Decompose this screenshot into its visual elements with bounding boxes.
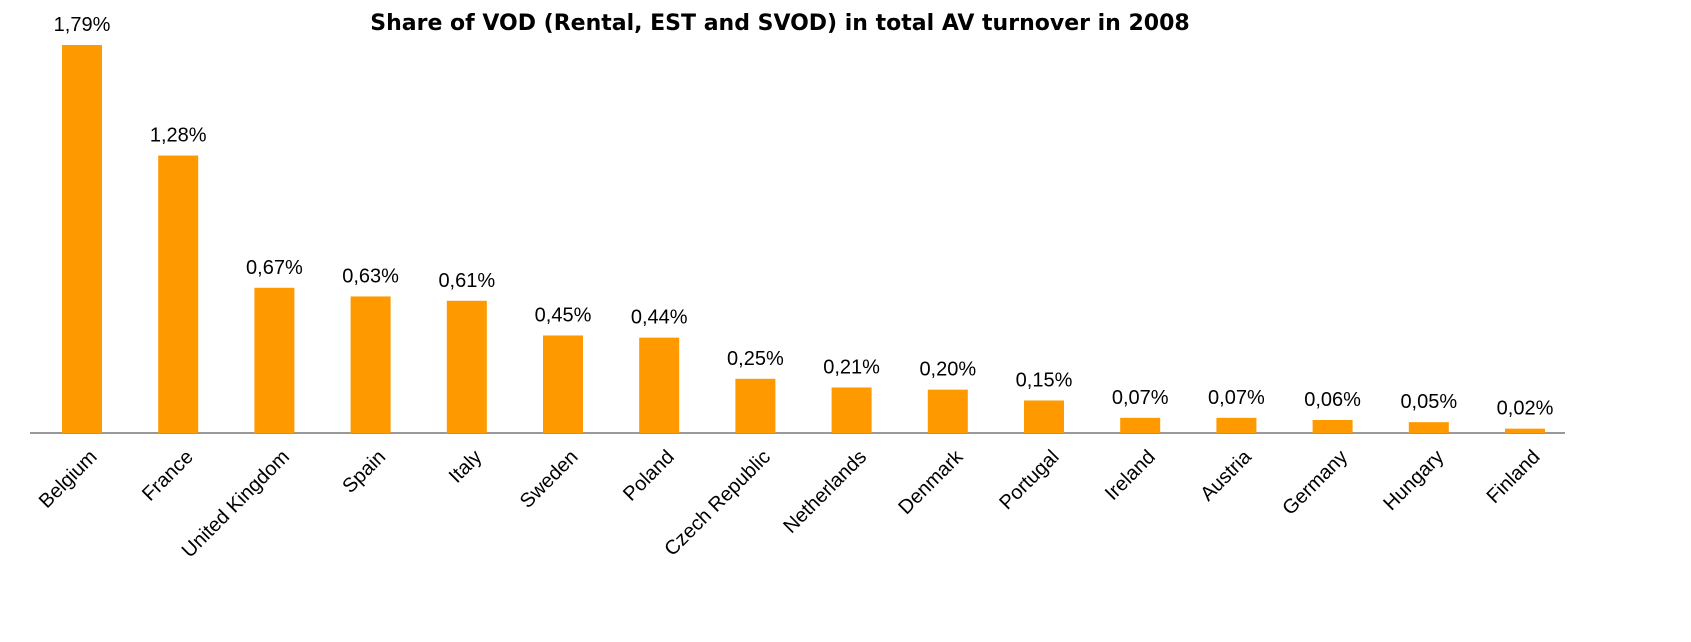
value-label: 0,67% (246, 257, 303, 279)
bar (1216, 417, 1257, 433)
value-label: 0,07% (1112, 387, 1169, 409)
value-label: 0,44% (631, 307, 688, 329)
x-tick-label: Belgium (35, 446, 102, 513)
x-tick-label: Italy (445, 446, 486, 487)
bar (1120, 417, 1161, 433)
x-tick-label: Austria (1196, 445, 1256, 505)
bar (831, 387, 872, 433)
value-label: 0,06% (1304, 389, 1361, 411)
value-label: 0,25% (727, 348, 784, 370)
bar (350, 296, 391, 433)
bar (62, 45, 102, 433)
x-tick-label: Ireland (1101, 446, 1160, 505)
value-label: 0,05% (1400, 391, 1457, 413)
x-tick-label: Poland (619, 446, 679, 506)
value-label: 0,20% (919, 359, 976, 381)
x-tick-label: Czech Republic (660, 446, 775, 561)
x-tick-label: Germany (1278, 446, 1352, 520)
bar (446, 300, 487, 433)
value-label: 0,45% (535, 304, 592, 326)
x-tick-label: Denmark (894, 445, 968, 519)
x-tick-label: Spain (338, 446, 390, 498)
bar (639, 337, 680, 433)
x-tick-label: Netherlands (779, 446, 871, 538)
x-tick-label: Hungary (1379, 446, 1448, 515)
value-label: 0,02% (1497, 398, 1554, 420)
bar (1024, 400, 1064, 433)
bar (158, 155, 199, 433)
bar (927, 389, 968, 433)
value-label: 1,79% (54, 14, 111, 36)
value-label: 0,21% (823, 356, 880, 378)
x-tick-label: Sweden (516, 446, 583, 513)
bar (735, 378, 776, 433)
bar (1408, 422, 1449, 433)
chart-title: Share of VOD (Rental, EST and SVOD) in t… (370, 11, 1189, 36)
value-label: 0,63% (342, 265, 399, 287)
x-tick-label: France (138, 446, 198, 506)
bar (1505, 428, 1545, 433)
x-tick-label: Finland (1483, 446, 1545, 508)
bar (1312, 419, 1353, 433)
value-label: 0,07% (1208, 387, 1265, 409)
value-label: 0,61% (438, 270, 495, 292)
value-label: 0,15% (1016, 369, 1073, 391)
bar (254, 287, 295, 433)
bar (543, 335, 583, 433)
x-tick-label: Portugal (995, 446, 1063, 514)
value-label: 1,28% (150, 125, 207, 147)
